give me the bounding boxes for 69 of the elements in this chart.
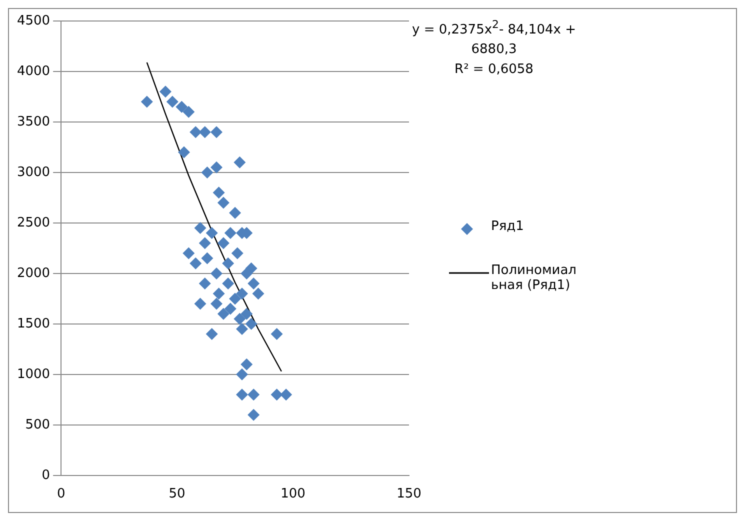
point	[182, 106, 195, 118]
point	[248, 278, 260, 290]
point	[217, 196, 230, 209]
y-tick-label: 4000	[16, 64, 50, 79]
point	[198, 278, 211, 290]
y-tick-label: 2000	[16, 266, 50, 281]
point	[159, 86, 172, 98]
x-tick-label: 100	[280, 486, 306, 502]
point	[166, 96, 178, 108]
point	[236, 388, 248, 401]
point	[210, 161, 222, 174]
x-tick-label: 150	[396, 486, 422, 502]
point	[222, 278, 234, 290]
x-tick-label: 50	[168, 486, 186, 502]
point	[248, 408, 260, 421]
point	[190, 257, 202, 270]
y-tick-label: 0	[42, 468, 50, 483]
point	[194, 298, 206, 310]
point	[210, 267, 222, 280]
point	[234, 156, 246, 168]
point	[201, 252, 214, 264]
point	[229, 206, 242, 219]
y-tick-label: 1500	[16, 316, 50, 332]
point	[236, 368, 248, 380]
point	[178, 146, 190, 158]
point	[248, 388, 260, 401]
y-tick-label: 500	[25, 417, 50, 432]
text: R² = 0,6058	[454, 61, 534, 80]
point	[182, 247, 195, 260]
point	[210, 298, 222, 310]
point	[245, 262, 258, 274]
x-tick-label: 0	[56, 486, 66, 502]
point	[217, 308, 230, 320]
point	[201, 166, 214, 178]
point	[212, 288, 225, 300]
point	[198, 126, 211, 138]
point	[212, 186, 225, 199]
point	[236, 322, 248, 335]
y-tick-label: 3000	[16, 164, 50, 180]
point	[176, 100, 188, 113]
point	[231, 247, 244, 260]
point	[280, 388, 292, 401]
point	[140, 96, 153, 108]
point	[222, 257, 234, 270]
point	[229, 292, 242, 305]
point	[240, 308, 253, 320]
legend-label: Ряд1	[491, 219, 525, 234]
point	[194, 222, 206, 234]
point	[206, 227, 218, 240]
y-tick-label: 3500	[16, 114, 50, 130]
point	[252, 288, 264, 300]
point	[270, 388, 283, 401]
point	[190, 126, 202, 138]
y-tick-label: 1000	[16, 366, 50, 382]
point	[234, 312, 246, 325]
point	[217, 237, 230, 250]
point	[224, 302, 236, 315]
point	[245, 318, 258, 330]
text: y = 0,2375x$^{2}$- 84,104x + 6880,3	[411, 17, 577, 60]
legend-label: Полиномиальная (Ряд1)	[491, 263, 578, 293]
point	[210, 126, 222, 138]
point	[206, 328, 218, 340]
point	[270, 328, 283, 340]
point	[236, 288, 248, 300]
point	[224, 227, 236, 240]
point	[240, 358, 253, 370]
point	[198, 237, 211, 250]
y-tick-label: 4500	[16, 13, 50, 28]
y-tick-label: 2500	[16, 215, 50, 230]
